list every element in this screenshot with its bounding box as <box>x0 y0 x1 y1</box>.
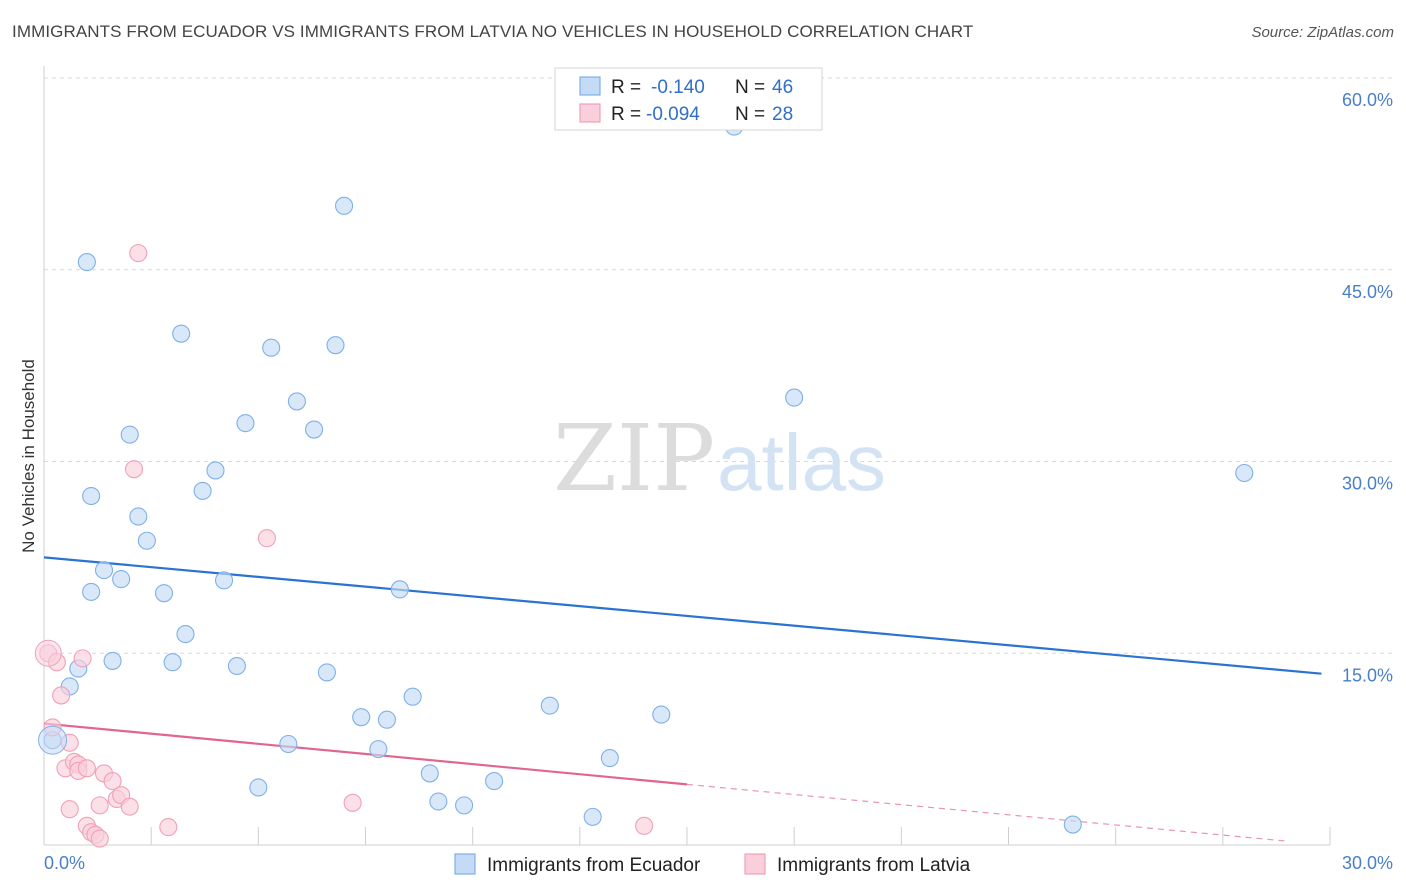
latvia-point <box>124 460 144 479</box>
ecuador-point <box>38 725 68 755</box>
bottom-legend-label-ecuador: Immigrants from Ecuador <box>487 855 701 876</box>
ecuador-point <box>326 336 345 355</box>
ecuador-point <box>377 710 396 729</box>
stats-legend: R = -0.140 N = 46 R = -0.094 N = 28 <box>554 67 823 131</box>
latvia-point <box>120 797 139 816</box>
x-tick-label-max: 30.0% <box>1342 853 1393 873</box>
y-tick-label: 60.0% <box>1342 90 1393 110</box>
trend-layer <box>43 556 1322 842</box>
ecuador-point <box>335 196 354 215</box>
chart-title: IMMIGRANTS FROM ECUADOR VS IMMIGRANTS FR… <box>12 22 974 41</box>
stats-legend-n-label-latvia: N = <box>735 104 765 125</box>
trend-line-solid <box>43 556 1322 675</box>
ecuador-point <box>77 253 96 272</box>
y-tick-label: 15.0% <box>1342 665 1393 685</box>
ecuador-point <box>420 764 439 783</box>
ecuador-point <box>287 392 306 411</box>
axis-layer: 15.0% 30.0% 45.0% 60.0% <box>43 66 1393 846</box>
stats-legend-n-value-latvia: 28 <box>772 104 793 125</box>
ecuador-point <box>214 571 234 590</box>
ecuador-point <box>279 734 298 754</box>
ecuador-point <box>227 656 246 676</box>
watermark-atlas: atlas <box>717 418 886 507</box>
stats-legend-n-value-ecuador: 46 <box>772 77 793 98</box>
latvia-point <box>635 816 654 835</box>
ecuador-point <box>369 740 388 759</box>
latvia-point <box>90 829 109 848</box>
latvia-point <box>257 529 276 548</box>
latvia-point <box>129 244 148 263</box>
latvia-point <box>90 796 109 815</box>
ecuador-point <box>1235 463 1254 483</box>
ecuador-point <box>600 749 619 768</box>
ecuador-point <box>485 772 504 791</box>
points-layer <box>34 117 1254 848</box>
ecuador-point <box>317 663 336 682</box>
y-tick-label: 30.0% <box>1342 474 1393 494</box>
bottom-legend: Immigrants from Ecuador Immigrants from … <box>454 853 971 876</box>
stats-legend-r-label-ecuador: R = <box>611 77 641 98</box>
ecuador-point <box>249 778 268 797</box>
latvia-point <box>159 818 178 837</box>
ecuador-point <box>206 461 225 480</box>
latvia-point <box>343 793 362 812</box>
grid-layer <box>44 77 1393 654</box>
ecuador-point <box>785 388 804 407</box>
ecuador-point <box>82 582 101 601</box>
latvia-point <box>73 649 92 668</box>
ecuador-point <box>176 625 195 644</box>
ecuador-point <box>120 425 139 444</box>
ecuador-point <box>1063 815 1082 834</box>
ecuador-point <box>137 531 156 550</box>
bottom-legend-label-latvia: Immigrants from Latvia <box>777 855 971 876</box>
stats-legend-r-label-latvia: R = <box>611 104 641 125</box>
bottom-legend-swatch-ecuador <box>454 853 476 875</box>
ecuador-point <box>403 687 422 706</box>
ecuador-point <box>94 561 114 580</box>
stats-legend-r-value-ecuador: -0.140 <box>651 77 705 98</box>
stats-legend-swatch-latvia <box>579 103 601 123</box>
ecuador-point <box>236 414 255 433</box>
bottom-legend-swatch-latvia <box>744 853 766 875</box>
ecuador-point <box>652 705 671 724</box>
trend-line-solid <box>43 722 688 786</box>
ecuador-point <box>172 324 191 343</box>
chart-source: Source: ZipAtlas.com <box>1251 24 1394 41</box>
ecuador-point <box>455 796 474 815</box>
ecuador-point <box>262 338 281 357</box>
latvia-point <box>52 686 71 705</box>
ecuador-point <box>82 486 101 506</box>
ecuador-point <box>583 807 602 826</box>
y-tick-label: 45.0% <box>1342 282 1393 302</box>
stats-legend-n-label-ecuador: N = <box>735 77 765 98</box>
trend-line-dashed <box>686 783 1288 842</box>
ecuador-point <box>305 420 324 439</box>
watermark: ZIP atlas <box>553 405 886 512</box>
ecuador-point <box>193 481 212 500</box>
ecuador-point <box>129 507 148 526</box>
ecuador-point <box>163 653 182 672</box>
ecuador-point <box>390 580 409 599</box>
latvia-point <box>60 800 79 819</box>
ecuador-point <box>352 708 371 727</box>
ecuador-point <box>154 584 174 603</box>
ecuador-point <box>112 570 131 589</box>
stats-legend-swatch-ecuador <box>579 76 601 96</box>
stats-legend-r-value-latvia: -0.094 <box>646 104 700 125</box>
ecuador-point <box>103 651 122 670</box>
watermark-zip: ZIP <box>553 405 715 512</box>
y-axis-label: No Vehicles in Household <box>19 359 38 553</box>
x-tick-label-min: 0.0% <box>44 853 85 873</box>
ecuador-point <box>429 792 448 811</box>
ecuador-point <box>540 696 559 715</box>
latvia-point <box>34 639 62 667</box>
latvia-point <box>77 759 96 778</box>
latvia-point <box>103 772 122 791</box>
